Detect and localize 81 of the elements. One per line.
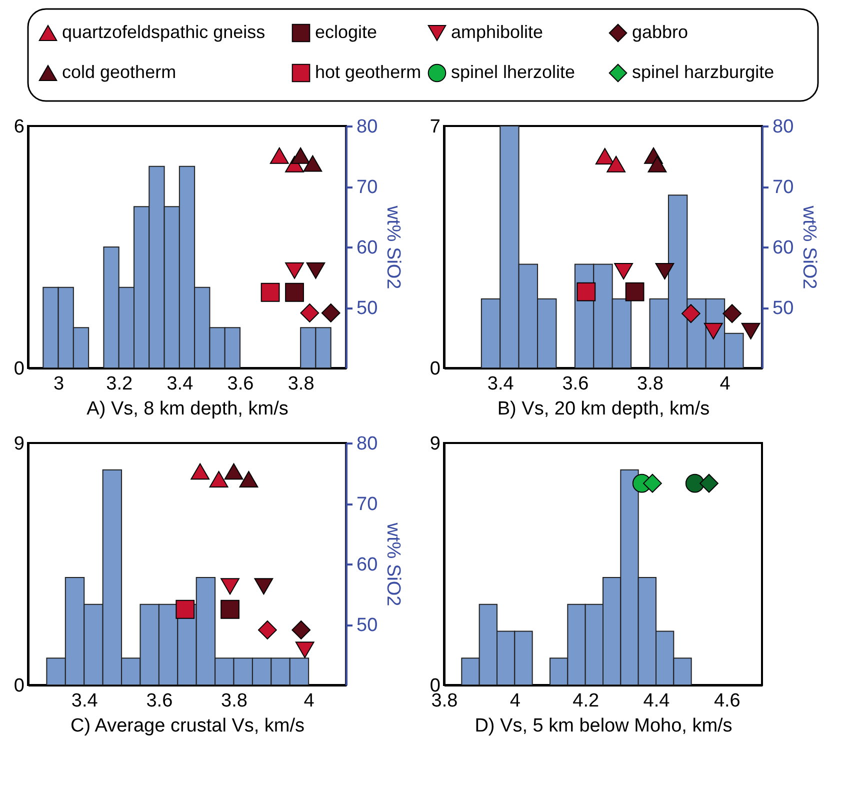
y-tick-label: 9 xyxy=(430,434,440,454)
y2-axis-title: wt% SiO2 xyxy=(382,204,404,290)
x-tick-label: 3.4 xyxy=(487,374,514,394)
x-tick-label: 3.8 xyxy=(637,374,664,394)
y2-tick-label: 60 xyxy=(356,554,378,576)
point xyxy=(220,578,240,595)
x-axis-title: A) Vs, 8 km depth, km/s xyxy=(86,398,288,420)
y2-tick-label: 70 xyxy=(356,494,378,515)
x-tick-label: 3.4 xyxy=(71,690,98,712)
point xyxy=(606,156,626,172)
point xyxy=(300,304,320,322)
x-tick-label: 4.6 xyxy=(714,690,740,712)
y2-axis-title: wt% SiO2 xyxy=(382,522,404,606)
y-tick-label: 0 xyxy=(14,358,24,380)
point xyxy=(722,304,742,323)
x-tick-label: 4 xyxy=(720,374,731,394)
y-tick-label: 6 xyxy=(14,116,24,138)
y2-tick-label: 80 xyxy=(356,116,378,138)
point xyxy=(614,262,634,280)
x-axis-title: D) Vs, 5 km below Moho, km/s xyxy=(474,716,732,736)
y2-axis-title: wt% SiO2 xyxy=(798,204,820,290)
y-tick-label: 0 xyxy=(14,676,24,696)
x-tick-label: 4 xyxy=(304,690,315,712)
y2-tick-label: 70 xyxy=(772,177,794,198)
legend-label: eclogite xyxy=(315,22,378,42)
y2-tick-label: 70 xyxy=(356,177,378,198)
y-tick-label: 0 xyxy=(430,358,440,380)
point xyxy=(292,620,311,640)
point xyxy=(260,282,280,302)
point xyxy=(681,304,700,323)
point xyxy=(270,147,289,164)
legend-label: spinel lherzolite xyxy=(451,62,576,82)
point xyxy=(741,322,760,340)
y-tick-label: 9 xyxy=(14,434,24,454)
point xyxy=(285,282,304,302)
x-tick-label: 3.4 xyxy=(166,374,194,394)
legend-label: hot geotherm xyxy=(315,62,422,82)
legend-label: quartzofeldspathic gneiss xyxy=(62,22,266,42)
x-tick-label: 4.4 xyxy=(643,690,670,712)
y2-tick-label: 60 xyxy=(772,238,794,258)
point xyxy=(576,282,596,302)
x-tick-label: 4.2 xyxy=(572,690,600,712)
x-tick-label: 3 xyxy=(53,374,64,394)
y2-tick-label: 80 xyxy=(356,434,378,454)
point xyxy=(303,155,322,172)
legend-label: amphibolite xyxy=(451,22,544,42)
legend-label: gabbro xyxy=(632,22,688,42)
y2-tick-label: 60 xyxy=(356,238,378,258)
point xyxy=(190,463,210,480)
x-tick-label: 3.6 xyxy=(146,690,173,712)
y2-tick-label: 50 xyxy=(772,298,794,319)
x-tick-label: 4 xyxy=(510,690,521,712)
x-tick-label: 3.8 xyxy=(221,690,248,712)
x-tick-label: 3.6 xyxy=(562,374,589,394)
x-axis-title: B) Vs, 20 km depth, km/s xyxy=(497,398,710,420)
point xyxy=(258,620,277,640)
point xyxy=(209,471,228,488)
point xyxy=(648,156,667,172)
point xyxy=(625,282,644,302)
point xyxy=(291,147,310,164)
point xyxy=(254,578,274,595)
y2-tick-label: 50 xyxy=(356,298,378,319)
y2-tick-label: 50 xyxy=(356,615,378,636)
y-tick-label: 7 xyxy=(430,116,440,138)
x-tick-label: 3.6 xyxy=(227,374,254,394)
x-tick-label: 3.2 xyxy=(106,374,133,394)
y2-tick-label: 80 xyxy=(772,116,794,138)
point xyxy=(321,304,340,322)
point xyxy=(176,600,195,619)
point xyxy=(220,600,240,619)
x-tick-label: 3.8 xyxy=(288,374,314,394)
legend-label: spinel harzburgite xyxy=(632,62,774,82)
point xyxy=(295,642,314,658)
point xyxy=(224,463,244,480)
point xyxy=(655,262,674,280)
point xyxy=(239,471,258,488)
point xyxy=(306,262,326,279)
point xyxy=(595,148,614,164)
point xyxy=(285,262,304,279)
x-axis-title: C) Average crustal Vs, km/s xyxy=(70,716,305,736)
legend-label: cold geotherm xyxy=(62,62,176,82)
